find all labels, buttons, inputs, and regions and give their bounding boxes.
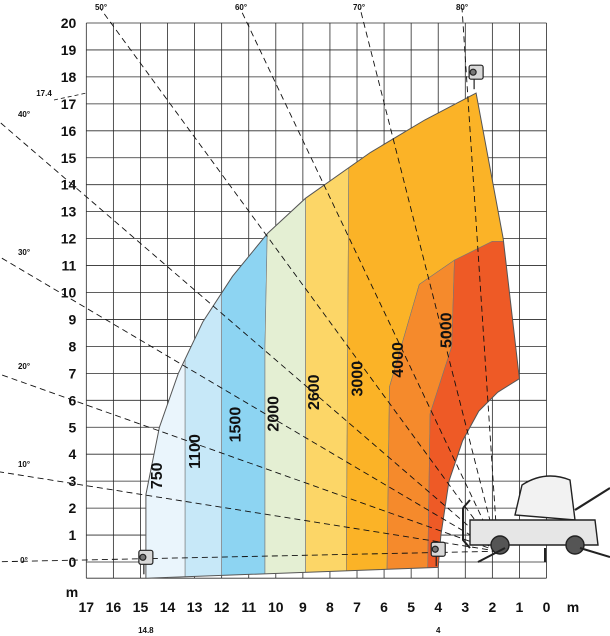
y-tick-label: 16 xyxy=(61,123,77,139)
y-tick-label: 19 xyxy=(61,42,77,58)
zone-2600 xyxy=(305,93,350,579)
zone-1100 xyxy=(184,93,227,579)
boom-angle-line-30 xyxy=(0,256,499,552)
machine-icon xyxy=(462,475,610,563)
max-reach-marker: 14.8 xyxy=(138,626,154,635)
carriage-right-icon xyxy=(430,541,446,567)
machine-forks xyxy=(462,499,471,549)
x-tick-label: 0 xyxy=(543,599,551,615)
y-tick-label: 14 xyxy=(61,177,77,193)
zone-label-4000: 4000 xyxy=(390,342,407,378)
max-height-leader xyxy=(53,92,87,101)
zone-2000 xyxy=(264,93,306,579)
boom-angle-label-80: 80° xyxy=(456,3,468,12)
y-tick-label: 11 xyxy=(61,258,76,274)
boom-angle-line-80 xyxy=(461,7,499,552)
x-tick-label: 5 xyxy=(407,599,415,615)
boom-angle-lines xyxy=(0,7,499,563)
x-tick-label: 10 xyxy=(268,599,284,615)
boom-angle-label-30: 30° xyxy=(18,248,30,257)
x-tick-label: 15 xyxy=(133,599,149,615)
load-zones xyxy=(145,93,520,579)
boom-angle-label-50: 50° xyxy=(95,3,107,12)
zone-label-750: 750 xyxy=(149,462,166,489)
boom-angle-line-40 xyxy=(0,121,499,552)
x-tick-label: 2 xyxy=(488,599,496,615)
boom-angle-line-50 xyxy=(99,7,499,552)
x-tick-label: 11 xyxy=(241,599,256,615)
x-tick-label: 9 xyxy=(299,599,307,615)
y-tick-label: 0 xyxy=(69,554,77,570)
boom-angle-line-0 xyxy=(0,550,498,563)
y-tick-label: 4 xyxy=(69,446,77,462)
y-tick-label: 5 xyxy=(69,419,77,435)
zone-label-5000: 5000 xyxy=(439,312,456,348)
boom-angle-line-10 xyxy=(0,471,498,552)
x-tick-label: 12 xyxy=(214,599,230,615)
x-tick-label: 14 xyxy=(160,599,176,615)
y-tick-label: 7 xyxy=(69,365,77,381)
zone-750 xyxy=(145,93,186,579)
y-tick-label: 3 xyxy=(69,473,77,489)
carriage-right-icon-pivot xyxy=(431,545,439,553)
max-height-marker: 17.4 xyxy=(36,89,52,98)
y-unit-label: m xyxy=(66,584,78,600)
boom-angle-line-60 xyxy=(239,7,499,552)
x-tick-label: 4 xyxy=(434,599,442,615)
y-tick-label: 12 xyxy=(61,231,77,247)
machine-wheel-rear xyxy=(565,535,585,555)
zone-label-2600: 2600 xyxy=(306,374,323,410)
machine-stabilisers xyxy=(477,547,610,563)
y-tick-label: 20 xyxy=(61,15,77,31)
y-tick-label: 9 xyxy=(69,311,77,327)
boom-angle-label-40: 40° xyxy=(18,110,30,119)
x-tick-label: 7 xyxy=(353,599,361,615)
boom-angle-label-70: 70° xyxy=(353,3,365,12)
boom-angle-label-10: 10° xyxy=(18,460,30,469)
y-tick-label: 13 xyxy=(61,204,77,220)
y-tick-label: 18 xyxy=(61,69,77,85)
zone-label-2000: 2000 xyxy=(266,396,283,432)
zone-label-1100: 1100 xyxy=(187,434,204,469)
zone-1500 xyxy=(221,93,268,579)
boom-angle-label-60: 60° xyxy=(235,3,247,12)
y-tick-label: 8 xyxy=(69,338,77,354)
x-tick-label: 17 xyxy=(79,599,95,615)
x-unit-label: m xyxy=(567,599,579,615)
y-tick-label: 2 xyxy=(69,500,77,516)
carriage-top-icon xyxy=(468,64,484,90)
y-tick-label: 1 xyxy=(69,527,77,543)
zone-label-3000: 3000 xyxy=(349,361,366,397)
min-reach-marker: 4 xyxy=(436,626,441,635)
boom-angle-label-20: 20° xyxy=(18,362,30,371)
x-tick-label: 8 xyxy=(326,599,334,615)
machine-cab xyxy=(514,475,576,521)
boom-angle-line-20 xyxy=(0,373,498,552)
x-tick-label: 13 xyxy=(187,599,203,615)
x-tick-label: 3 xyxy=(461,599,469,615)
machine-wheel-front xyxy=(490,535,510,555)
y-tick-label: 10 xyxy=(61,285,77,301)
machine-boom xyxy=(574,487,610,511)
y-tick-label: 17 xyxy=(61,96,77,112)
boom-angle-label-0: 0° xyxy=(20,556,28,565)
carriage-top-icon-pivot xyxy=(469,68,477,76)
zone-label-1500: 1500 xyxy=(228,407,245,443)
carriage-left-icon-pivot xyxy=(139,553,147,561)
x-tick-label: 1 xyxy=(516,599,524,615)
boom-angle-line-70 xyxy=(359,7,499,552)
carriage-left-icon xyxy=(138,549,154,575)
x-tick-label: 6 xyxy=(380,599,388,615)
x-tick-label: 16 xyxy=(106,599,122,615)
y-tick-label: 6 xyxy=(69,392,77,408)
y-tick-label: 15 xyxy=(61,150,77,166)
